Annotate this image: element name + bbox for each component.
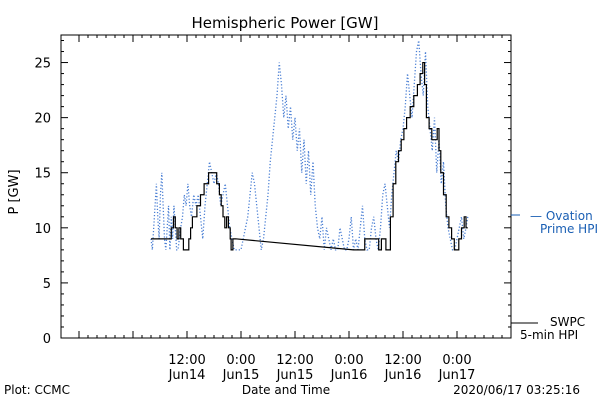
legend-right: — Ovation Prime HPI SWPC 5-min HPI: [511, 209, 598, 342]
y-tick-label: 15: [34, 167, 51, 182]
legend-swpc-label: SWPC: [550, 315, 585, 329]
x-tick-time-label: 12:00: [384, 353, 421, 368]
x-tick-time-label: 0:00: [334, 353, 363, 368]
y-tick-label: 20: [34, 112, 51, 127]
ovation-prime-hpi-line: [150, 40, 469, 251]
legend-prime-hpi-label: Prime HPI: [540, 222, 598, 236]
chart-title: Hemispheric Power [GW]: [192, 14, 379, 32]
swpc-5min-hpi-line: [151, 61, 468, 251]
series-layer: [150, 40, 469, 251]
x-tick-time-label: 12:00: [168, 353, 205, 368]
x-tick-time-label: 0:00: [226, 353, 255, 368]
x-tick-day-label: Jun16: [384, 368, 422, 383]
y-tick-label: 25: [34, 57, 51, 72]
footer-timestamp: 2020/06/17 03:25:16: [453, 383, 580, 397]
x-tick-day-label: Jun15: [276, 368, 314, 383]
y-tick-label: 10: [34, 222, 51, 237]
x-tick-time-label: 12:00: [276, 353, 313, 368]
y-tick-label: 0: [43, 332, 51, 347]
legend-ovation-label: — Ovation: [530, 209, 593, 223]
y-axis-label: P [GW]: [7, 169, 22, 214]
x-tick-day-label: Jun15: [222, 368, 260, 383]
legend-5min-hpi-label: 5-min HPI: [520, 328, 578, 342]
x-tick-day-label: Jun17: [438, 368, 476, 383]
x-tick-time-label: 0:00: [442, 353, 471, 368]
y-tick-label: 5: [43, 277, 51, 292]
y-axis-ticks: 0 5 10 15 20 25: [34, 40, 511, 347]
x-tick-day-label: Jun14: [168, 368, 206, 383]
footer-x-axis-label: Date and Time: [242, 383, 330, 397]
x-tick-day-label: Jun16: [330, 368, 368, 383]
x-axis-ticks: 12:00Jun140:00Jun1512:00Jun150:00Jun1612…: [78, 35, 512, 383]
footer-plot-source: Plot: CCMC: [4, 383, 70, 397]
